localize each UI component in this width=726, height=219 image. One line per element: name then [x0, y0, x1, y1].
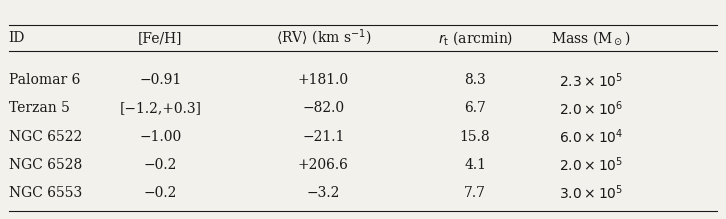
Text: Terzan 5: Terzan 5 — [9, 101, 70, 115]
Text: NGC 6522: NGC 6522 — [9, 129, 82, 143]
Text: Mass (M$_\odot$): Mass (M$_\odot$) — [551, 29, 631, 47]
Text: −21.1: −21.1 — [302, 129, 344, 143]
Text: $2.0 \times 10^{5}$: $2.0 \times 10^{5}$ — [559, 155, 623, 174]
Text: $3.0 \times 10^{5}$: $3.0 \times 10^{5}$ — [559, 184, 623, 202]
Text: [Fe/H]: [Fe/H] — [138, 31, 183, 45]
Text: +206.6: +206.6 — [298, 158, 348, 172]
Text: 7.7: 7.7 — [464, 186, 486, 200]
Text: [−1.2,+0.3]: [−1.2,+0.3] — [120, 101, 202, 115]
Text: $6.0 \times 10^{4}$: $6.0 \times 10^{4}$ — [558, 127, 623, 146]
Text: 8.3: 8.3 — [464, 73, 486, 87]
Text: −0.91: −0.91 — [139, 73, 182, 87]
Text: $2.3 \times 10^{5}$: $2.3 \times 10^{5}$ — [559, 71, 623, 90]
Text: −1.00: −1.00 — [139, 129, 182, 143]
Text: $\langle$RV$\rangle$ (km s$^{-1}$): $\langle$RV$\rangle$ (km s$^{-1}$) — [276, 28, 371, 48]
Text: NGC 6528: NGC 6528 — [9, 158, 82, 172]
Text: 15.8: 15.8 — [460, 129, 490, 143]
Text: ID: ID — [9, 31, 25, 45]
Text: +181.0: +181.0 — [298, 73, 348, 87]
Text: −3.2: −3.2 — [306, 186, 340, 200]
Text: 4.1: 4.1 — [464, 158, 486, 172]
Text: 6.7: 6.7 — [464, 101, 486, 115]
Text: $r_{\rm t}$ (arcmin): $r_{\rm t}$ (arcmin) — [438, 29, 513, 47]
Text: −0.2: −0.2 — [144, 186, 177, 200]
Text: −82.0: −82.0 — [302, 101, 344, 115]
Text: NGC 6553: NGC 6553 — [9, 186, 82, 200]
Text: Palomar 6: Palomar 6 — [9, 73, 80, 87]
Text: −0.2: −0.2 — [144, 158, 177, 172]
Text: $2.0 \times 10^{6}$: $2.0 \times 10^{6}$ — [558, 99, 623, 118]
